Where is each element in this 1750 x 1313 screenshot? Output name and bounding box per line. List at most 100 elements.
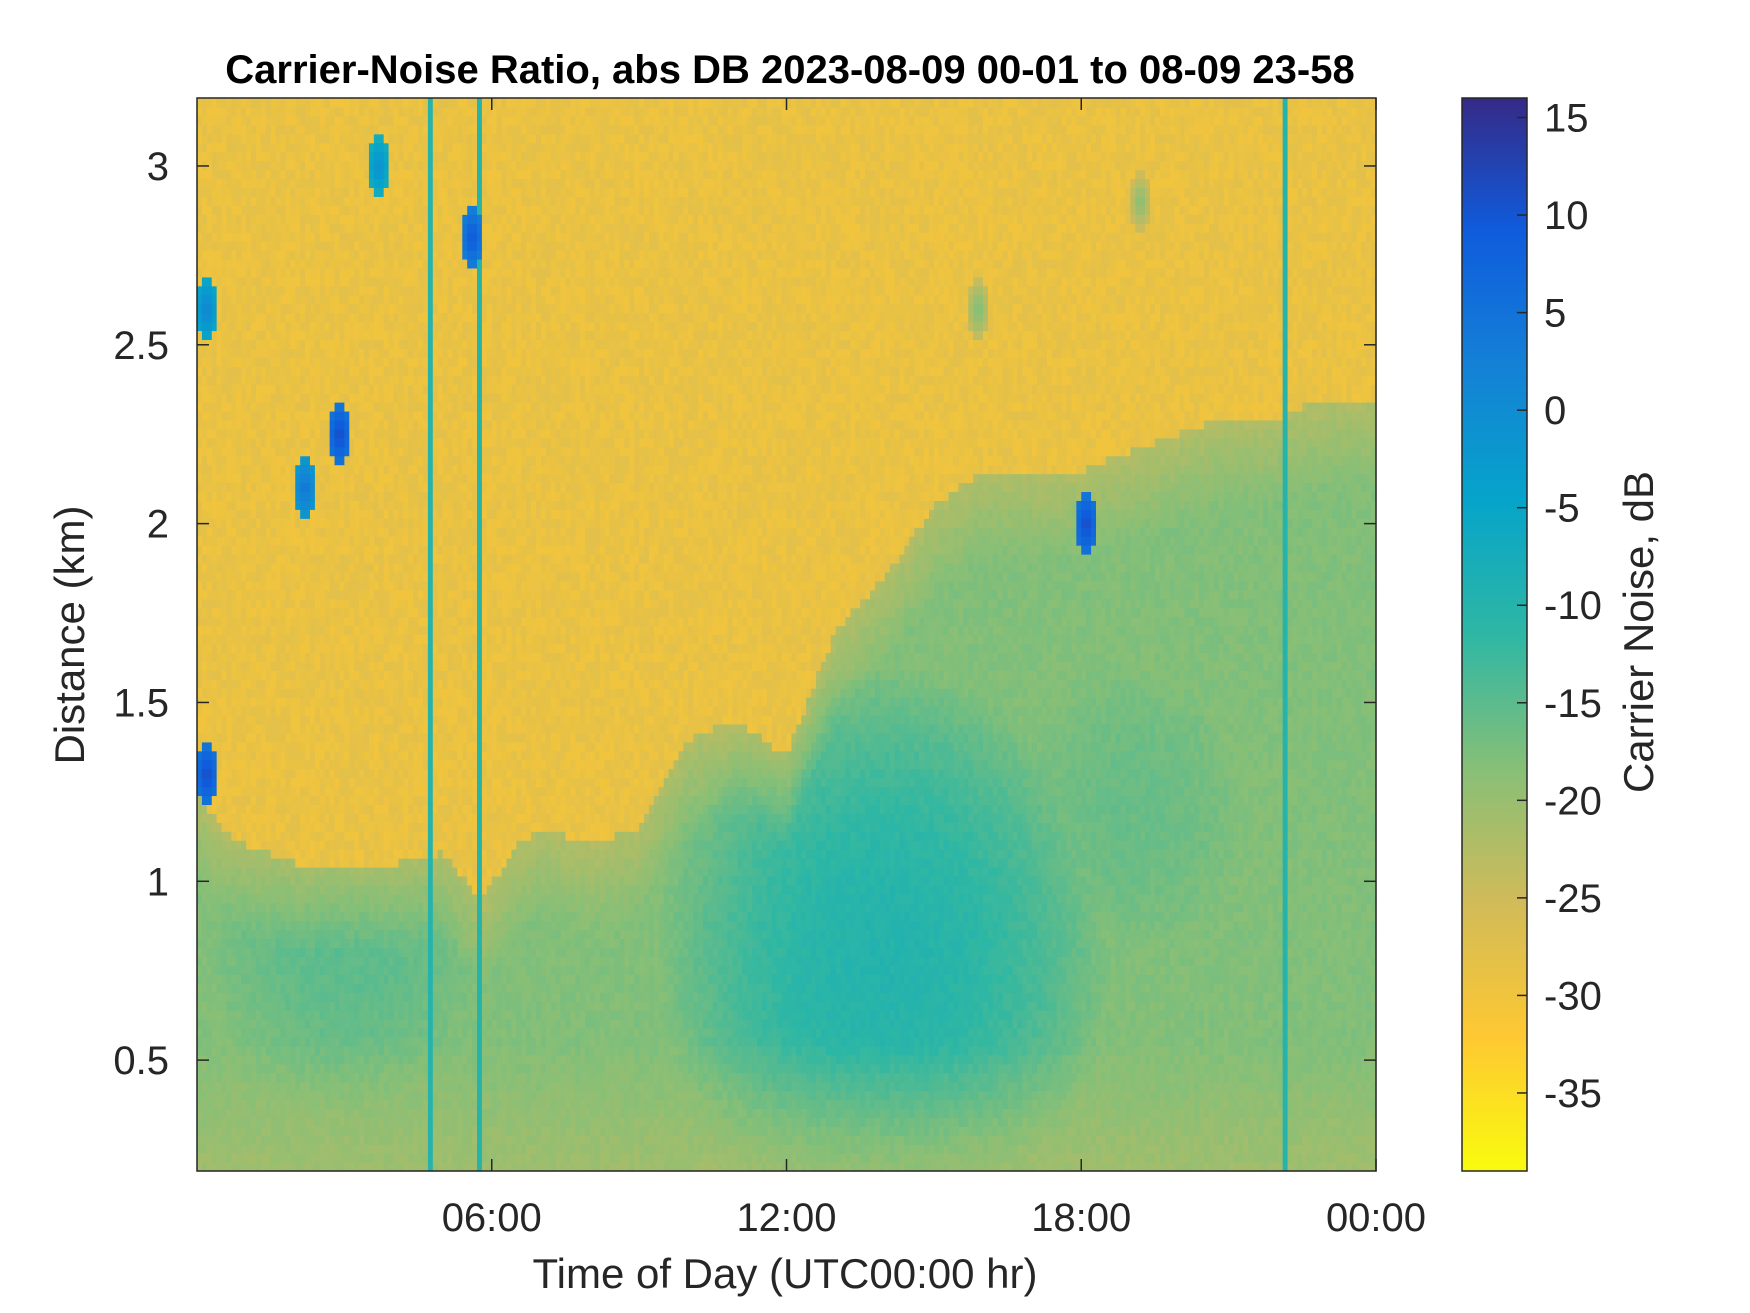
heatmap-cell [349, 1126, 355, 1136]
heatmap-cell [629, 1045, 635, 1056]
heatmap-cell [1292, 1162, 1298, 1172]
heatmap-cell [889, 1162, 896, 1172]
heatmap-cell [1081, 1027, 1087, 1038]
heatmap-cell [555, 1027, 562, 1038]
heatmap-cell [472, 1090, 478, 1101]
heatmap-cell [644, 1054, 650, 1065]
heatmap-cell [973, 1001, 979, 1011]
heatmap-cell [540, 1045, 547, 1056]
heatmap-cell [241, 1081, 247, 1092]
heatmap-cell [987, 1027, 994, 1038]
heatmap-cell [943, 1027, 950, 1038]
heatmap-cell [349, 1099, 355, 1110]
heatmap-cell [211, 992, 218, 1002]
heatmap-cell [221, 1090, 228, 1101]
heatmap-cell [850, 1072, 856, 1083]
heatmap-cell [938, 1027, 945, 1038]
heatmap-cell [1277, 1135, 1284, 1145]
heatmap-cell [801, 992, 807, 1002]
heatmap-cell [300, 1018, 306, 1029]
heatmap-cell [830, 1036, 837, 1047]
heatmap-cell [870, 1144, 876, 1154]
heatmap-cell [781, 1027, 788, 1038]
heatmap-cell [1140, 992, 1146, 1002]
heatmap-cell [1140, 1144, 1146, 1154]
heatmap-cell [368, 1072, 375, 1083]
heatmap-cell [909, 1072, 915, 1083]
heatmap-cell [791, 1153, 797, 1163]
heatmap-cell [560, 1063, 567, 1074]
heatmap-cell [1238, 1072, 1244, 1083]
heatmap-cell [1169, 1036, 1176, 1047]
heatmap-cell [221, 1099, 228, 1110]
heatmap-cell [526, 1010, 532, 1020]
heatmap-cell [820, 1063, 827, 1074]
heatmap-cell [422, 1099, 429, 1110]
heatmap-cell [658, 983, 665, 993]
heatmap-cell [1027, 1081, 1033, 1092]
heatmap-cell [491, 1063, 498, 1074]
heatmap-cell [491, 1090, 498, 1101]
heatmap-cell [295, 1072, 301, 1083]
heatmap-cell [1356, 1153, 1362, 1163]
heatmap-cell [393, 1144, 400, 1154]
heatmap-cell [570, 1126, 576, 1136]
heatmap-cell [1091, 1063, 1097, 1074]
heatmap-cell [1321, 1036, 1328, 1047]
heatmap-cell [221, 1045, 228, 1056]
heatmap-cell [668, 1036, 675, 1047]
heatmap-cell [845, 1153, 851, 1163]
heatmap-cell [1081, 1018, 1087, 1029]
heatmap-cell [683, 1090, 689, 1101]
heatmap-cell [359, 1027, 365, 1038]
heatmap-cell [1292, 1081, 1298, 1092]
heatmap-cell [644, 1036, 650, 1047]
heatmap-cell [251, 1108, 257, 1118]
heatmap-cell [216, 1135, 223, 1145]
heatmap-cell [197, 1018, 203, 1029]
heatmap-cell [634, 1018, 640, 1029]
heatmap-cell [506, 1072, 512, 1083]
heatmap-cell [1179, 1054, 1186, 1065]
heatmap-cell [766, 992, 773, 1002]
heatmap-cell [1012, 1063, 1018, 1074]
heatmap-cell [472, 1018, 478, 1029]
heatmap-cell [1366, 1001, 1372, 1011]
heatmap-cell [368, 1090, 375, 1101]
heatmap-cell [349, 1090, 355, 1101]
heatmap-cell [879, 1054, 886, 1065]
heatmap-cell [378, 1117, 385, 1127]
heatmap-cell [766, 1135, 773, 1145]
heatmap-cell [432, 1117, 439, 1127]
heatmap-cell [717, 1126, 724, 1136]
heatmap-cell [619, 992, 625, 1002]
heatmap-cell [1032, 983, 1038, 993]
heatmap-cell [629, 983, 635, 993]
heatmap-cell [1095, 1135, 1102, 1145]
heatmap-cell [943, 1117, 950, 1127]
heatmap-cell [776, 1010, 783, 1020]
heatmap-cell [702, 983, 709, 993]
heatmap-cell [629, 1108, 635, 1118]
heatmap-cell [648, 1081, 655, 1092]
heatmap-cell [1037, 1054, 1043, 1065]
heatmap-cell [673, 1036, 680, 1047]
heatmap-cell [658, 1027, 665, 1038]
heatmap-cell [644, 1081, 650, 1092]
heatmap-cell [845, 1144, 851, 1154]
heatmap-cell [899, 1126, 905, 1136]
heatmap-cell [599, 1153, 606, 1163]
heatmap-cell [403, 1099, 409, 1110]
heatmap-cell [373, 1135, 380, 1145]
heatmap-cell [477, 1001, 483, 1011]
heatmap-cell [270, 1126, 277, 1136]
heatmap-cell [305, 1010, 311, 1020]
heatmap-cell [1287, 1018, 1294, 1029]
heatmap-cell [501, 1162, 508, 1172]
heatmap-cell [216, 1072, 223, 1083]
heatmap-cell [948, 1081, 955, 1092]
heatmap-cell [889, 1126, 896, 1136]
heatmap-cell [1336, 992, 1343, 1002]
heatmap-cell [216, 1001, 223, 1011]
heatmap-cell [1046, 1108, 1053, 1118]
